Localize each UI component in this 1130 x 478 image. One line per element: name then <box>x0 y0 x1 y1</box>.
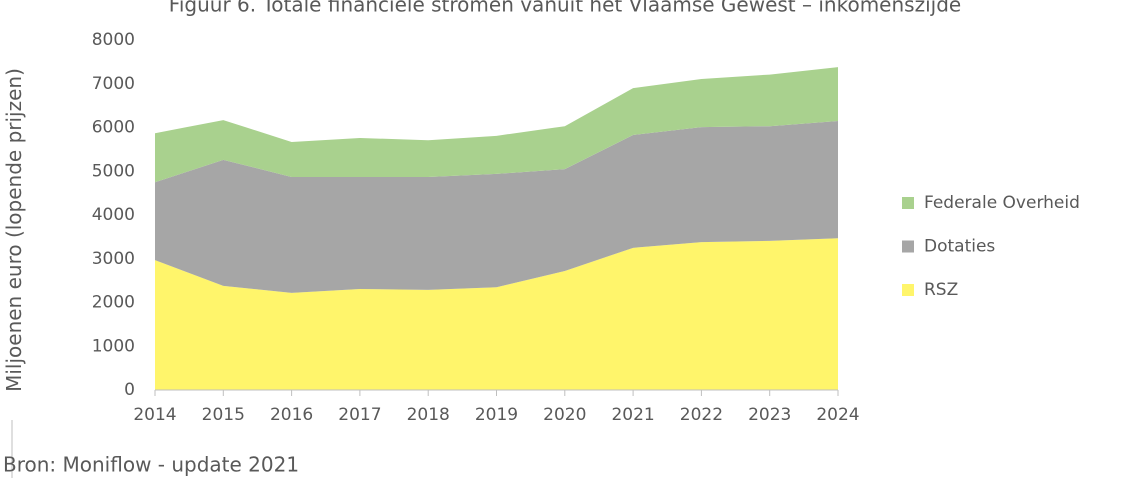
y-tick-label: 2000 <box>92 293 135 313</box>
y-tick-label: 3000 <box>92 249 135 269</box>
y-tick-label: 6000 <box>92 118 135 138</box>
area <box>155 120 838 293</box>
x-tick-label: 2023 <box>748 405 791 425</box>
area <box>155 238 838 390</box>
legend-label: Dotaties <box>924 237 995 257</box>
x-tick-label: 2020 <box>543 405 586 425</box>
y-tick-label: 5000 <box>92 161 135 181</box>
legend-label: Federale Overheid <box>924 193 1080 213</box>
source: Bron: Moniflow - update 2021 <box>3 453 299 477</box>
y-tick-label: 8000 <box>92 30 135 50</box>
chart-title: Figuur 6. Totale financiële stromen vanu… <box>169 0 961 17</box>
y-axis-label: Miljoenen euro (lopende prijzen) <box>2 68 26 392</box>
x-tick-label: 2016 <box>270 405 313 425</box>
legend-swatch <box>902 197 914 209</box>
x-tick-label: 2018 <box>407 405 450 425</box>
legend-swatch <box>902 284 914 296</box>
x-tick-label: 2022 <box>680 405 723 425</box>
y-tick-label: 7000 <box>92 74 135 94</box>
y-tick-label: 1000 <box>92 336 135 356</box>
x-tick-label: 2015 <box>202 405 245 425</box>
x-tick-label: 2019 <box>475 405 518 425</box>
x-tick-label: 2024 <box>816 405 859 425</box>
x-tick-label: 2017 <box>338 405 381 425</box>
legend-label: RSZ <box>924 280 958 300</box>
y-tick-label: 0 <box>124 380 135 400</box>
x-tick-label: 2021 <box>611 405 654 425</box>
legend-swatch <box>902 240 914 253</box>
area <box>155 67 838 183</box>
y-tick-label: 4000 <box>92 205 135 225</box>
x-tick-label: 2014 <box>133 405 176 425</box>
